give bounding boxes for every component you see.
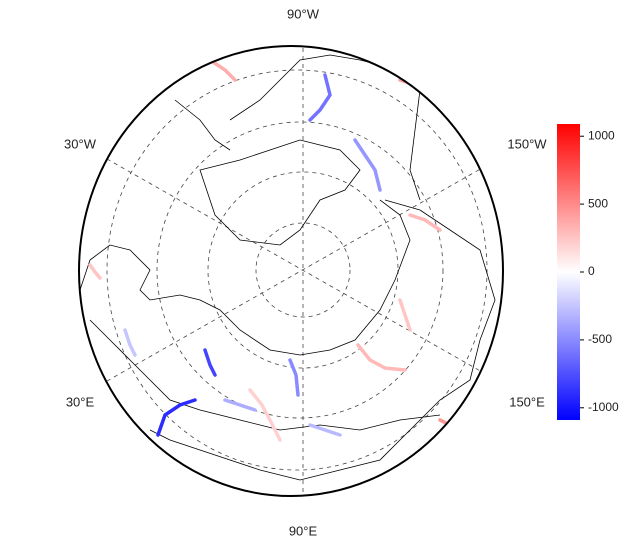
river-segment <box>223 398 257 412</box>
lon-label: 30°E <box>66 394 95 409</box>
river-segment <box>308 423 342 437</box>
map-border <box>78 45 504 497</box>
river-segment <box>156 398 197 437</box>
river-segment <box>353 138 382 192</box>
lon-label: 30°W <box>64 136 97 151</box>
river-segment <box>356 343 407 372</box>
graticule <box>99 46 503 496</box>
colorbar-tick-label: 1000 <box>588 128 615 142</box>
lon-label: 90°W <box>287 6 320 21</box>
lon-label: 150°W <box>507 136 547 151</box>
river-segment <box>248 388 282 442</box>
colorbar-tick-label: 500 <box>588 196 608 210</box>
river-segment <box>208 58 237 82</box>
colorbar-tick-label: 0 <box>588 264 595 278</box>
colorbar-tick-label: -1000 <box>588 400 619 414</box>
lon-label: 150°E <box>509 394 545 409</box>
river-segment <box>203 348 217 377</box>
colorbar <box>557 124 580 420</box>
river-segment <box>123 328 137 357</box>
map-body <box>79 46 503 496</box>
river-segment <box>308 73 332 122</box>
river-segment <box>88 263 102 280</box>
lon-label: 90°E <box>289 523 318 538</box>
coastlines <box>79 54 496 481</box>
colorbar-tick-label: -500 <box>588 332 612 346</box>
rivers <box>88 58 457 442</box>
river-segment <box>398 298 412 332</box>
river-segment <box>288 358 300 397</box>
river-segment <box>408 213 442 232</box>
